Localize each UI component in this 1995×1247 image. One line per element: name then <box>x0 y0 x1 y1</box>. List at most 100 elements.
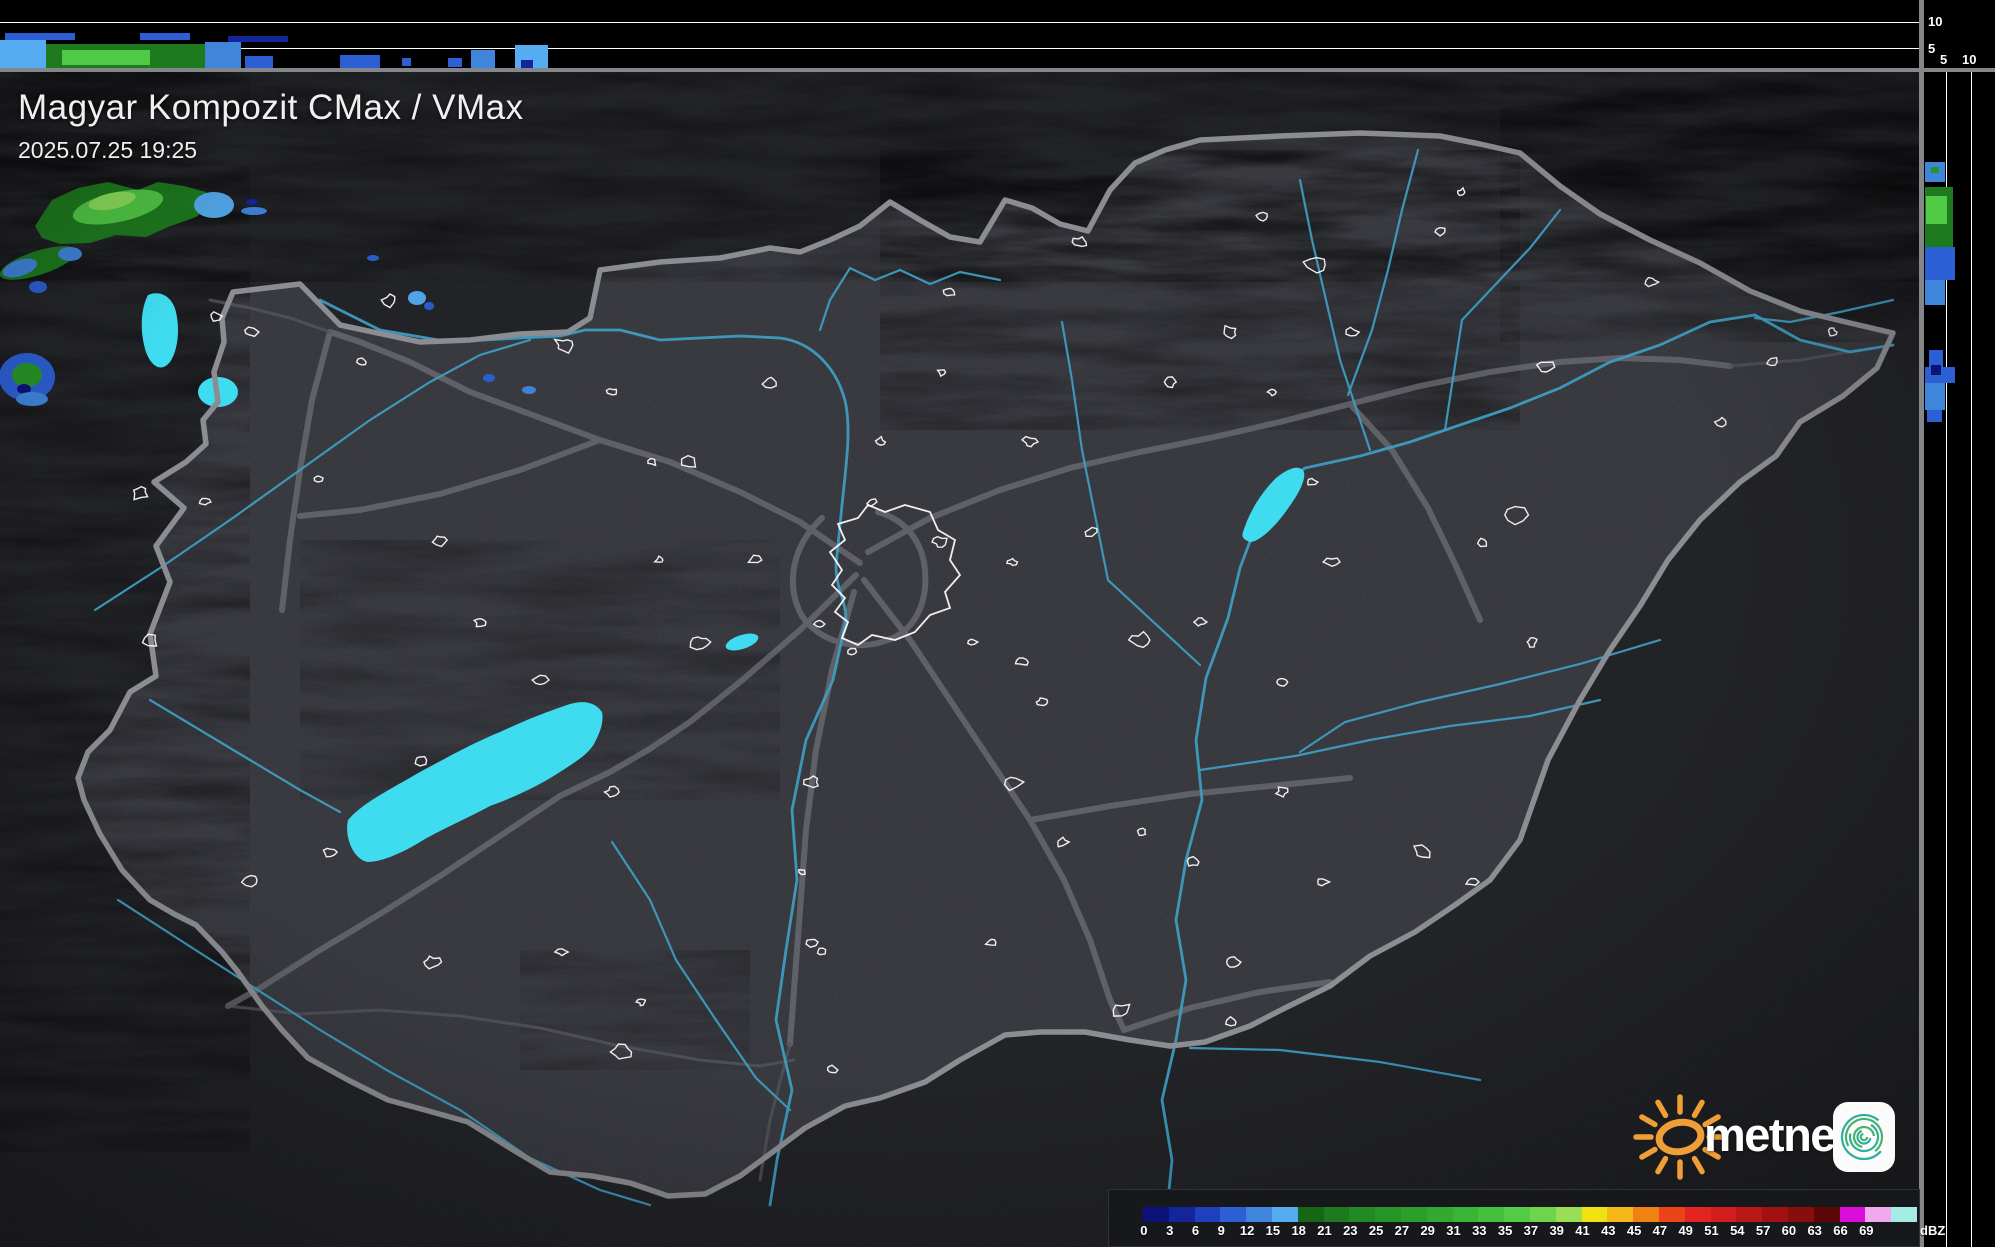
legend-cell <box>1530 1207 1557 1222</box>
right-profile-echo <box>1931 167 1939 173</box>
timestamp: 2025.07.25 19:25 <box>18 137 198 163</box>
legend-label: 18 <box>1291 1223 1306 1238</box>
right-profile-echo <box>1925 383 1945 410</box>
top-axis-label-10: 10 <box>1928 14 1943 29</box>
top-profile-echo <box>402 58 411 66</box>
legend-label: 45 <box>1626 1223 1642 1238</box>
page-title: Magyar Kompozit CMax / VMax <box>18 88 524 127</box>
legend-cell <box>1194 1207 1221 1222</box>
top-profile-echo <box>521 60 533 68</box>
right-profile-echo <box>1925 247 1955 280</box>
title-block: Magyar Kompozit CMax / VMax 2025.07.25 1… <box>18 88 524 164</box>
legend-cell <box>1555 1207 1583 1222</box>
top-profile-10km-line <box>0 22 1919 23</box>
legend-label: 0 <box>1140 1223 1148 1238</box>
legend-cell <box>1736 1207 1763 1222</box>
right-profile-10km-line <box>1971 72 1972 1247</box>
legend-label: 37 <box>1523 1223 1539 1238</box>
profile-corner-box <box>1924 0 1995 68</box>
top-profile-echo <box>228 36 288 42</box>
legend-label: 35 <box>1497 1223 1513 1238</box>
legend-label: 47 <box>1652 1223 1668 1238</box>
top-profile-echo <box>205 42 241 68</box>
legend-cell <box>1323 1207 1350 1222</box>
top-profile-echo <box>340 55 380 68</box>
legend-cell <box>1272 1207 1299 1222</box>
right-profile-echo <box>1929 350 1943 367</box>
legend-cell <box>1813 1207 1841 1222</box>
legend-label: 6 <box>1191 1223 1200 1238</box>
legend-label: 63 <box>1807 1223 1822 1238</box>
legend-cell <box>1762 1207 1789 1222</box>
right-profile-echo <box>1925 280 1945 305</box>
top-profile-echo <box>0 40 46 68</box>
legend-label: 60 <box>1781 1223 1797 1238</box>
top-profile-echo <box>471 50 495 68</box>
legend-cell <box>1375 1207 1402 1222</box>
legend-label: 41 <box>1575 1223 1590 1238</box>
vertical-divider <box>1919 0 1924 1247</box>
legend-cell <box>1865 1207 1892 1222</box>
legend-cell <box>1220 1207 1247 1222</box>
radar-legend: 0 3 6 9 12 15 18 21 23 25 27 29 31 33 35 37 39 41 43 45 47 49… <box>1108 1189 1945 1247</box>
legend-cell <box>1684 1207 1712 1222</box>
legend-cell <box>1788 1207 1815 1222</box>
legend-cell <box>1478 1207 1505 1222</box>
legend-label: 51 <box>1704 1223 1719 1238</box>
legend-cell <box>1659 1207 1686 1222</box>
right-profile-echo <box>1927 410 1942 422</box>
legend-cell <box>1401 1207 1428 1222</box>
legend-cell <box>1891 1207 1918 1222</box>
legend-label: 29 <box>1420 1223 1435 1238</box>
right-axis-label-10: 10 <box>1962 52 1977 67</box>
legend-label: 23 <box>1343 1223 1358 1238</box>
legend-cell <box>1246 1207 1273 1222</box>
sun-icon <box>1633 1094 1727 1180</box>
top-profile-panel <box>0 0 1919 68</box>
legend-cell <box>1607 1207 1634 1222</box>
horizontal-divider <box>0 68 1995 72</box>
legend-cell <box>1504 1207 1531 1222</box>
metnet-logo: metnet <box>1620 1085 1920 1195</box>
legend-label: 27 <box>1394 1223 1410 1238</box>
logo-text: metnet <box>1704 1108 1851 1161</box>
legend-label: 12 <box>1239 1223 1255 1238</box>
legend-label: 54 <box>1730 1223 1745 1238</box>
top-axis-label-5: 5 <box>1928 41 1936 56</box>
legend-cell <box>1297 1207 1325 1222</box>
legend-cell <box>1452 1207 1479 1222</box>
legend-unit: dBZ <box>1920 1223 1946 1238</box>
legend-cell <box>1633 1207 1660 1222</box>
legend-label: 25 <box>1368 1223 1384 1238</box>
legend-label: 15 <box>1265 1223 1281 1238</box>
right-profile-echo <box>1926 196 1947 224</box>
legend-label: 39 <box>1549 1223 1564 1238</box>
legend-label: 57 <box>1755 1223 1771 1238</box>
legend-label: 9 <box>1217 1223 1225 1238</box>
top-profile-5km-line <box>0 48 1919 49</box>
legend-label: 66 <box>1833 1223 1848 1238</box>
legend-cell <box>1426 1207 1454 1222</box>
legend-label: 33 <box>1472 1223 1487 1238</box>
legend-label: 3 <box>1166 1223 1174 1238</box>
metnet-app-icon <box>1833 1102 1895 1172</box>
legend-cell <box>1143 1207 1170 1222</box>
legend-label: 31 <box>1446 1223 1461 1238</box>
right-profile-echo <box>1931 365 1941 375</box>
right-profile-5km-line <box>1946 72 1947 1247</box>
legend-cell <box>1710 1207 1737 1222</box>
legend-label: 49 <box>1678 1223 1693 1238</box>
legend-label: 43 <box>1601 1223 1616 1238</box>
legend-label: 21 <box>1317 1223 1332 1238</box>
top-profile-echo <box>62 50 150 65</box>
top-profile-echo <box>448 58 462 67</box>
legend-cell <box>1349 1207 1376 1222</box>
legend-cell <box>1168 1207 1196 1222</box>
legend-label: 69 <box>1859 1223 1874 1238</box>
top-profile-echo <box>5 33 75 40</box>
right-axis-label-5: 5 <box>1940 52 1948 67</box>
legend-cell <box>1581 1207 1608 1222</box>
top-profile-echo <box>245 56 273 68</box>
